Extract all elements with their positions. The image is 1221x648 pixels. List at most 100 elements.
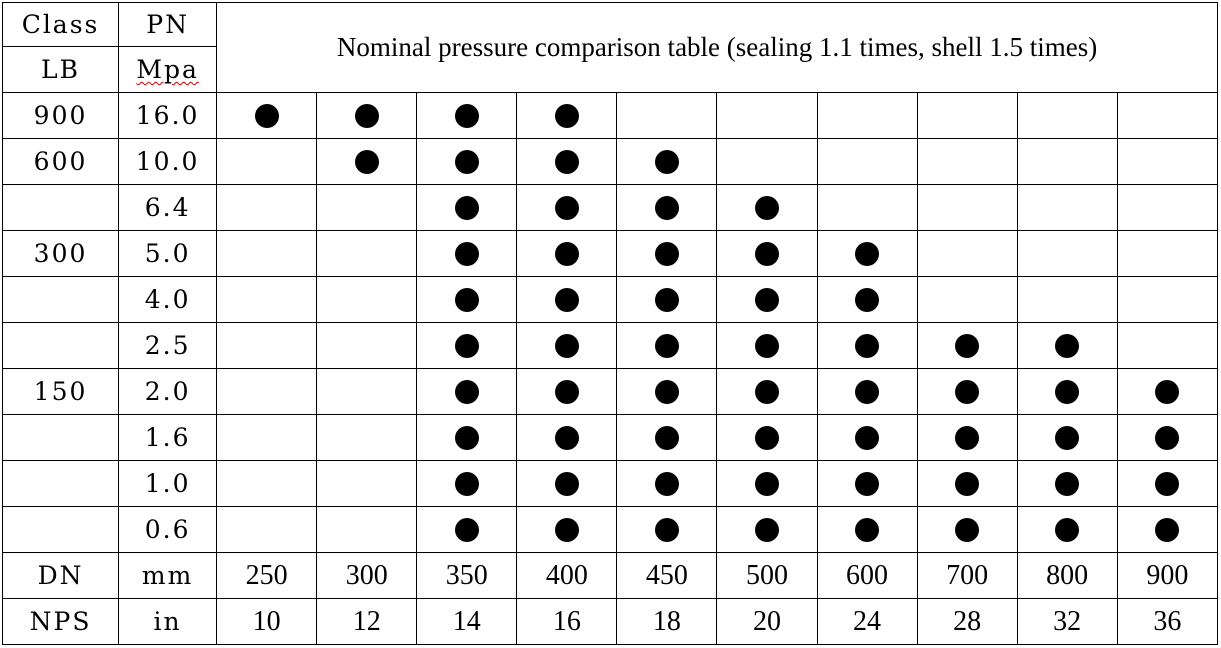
dn-value: 500 [716, 552, 818, 599]
nps-value: 18 [616, 598, 718, 645]
availability-cell [516, 92, 618, 139]
dn-value: 300 [316, 552, 418, 599]
table-row: 600 10.0 [1, 138, 1219, 185]
available-dot-icon [1155, 425, 1180, 450]
availability-cell [1116, 506, 1219, 553]
dn-row: DN mm 250 300 350 400 450 500 600 700 800 900 [1, 552, 1219, 599]
availability-cell [716, 460, 818, 507]
available-dot-icon [754, 379, 779, 404]
availability-cell [416, 276, 518, 323]
dn-unit: mm [118, 552, 218, 599]
pn-mpa-cell: 16.0 [118, 92, 218, 139]
availability-cell [916, 276, 1018, 323]
availability-cell [616, 92, 718, 139]
available-dot-icon [454, 379, 479, 404]
available-dot-icon [955, 333, 980, 358]
available-dot-icon [554, 517, 579, 542]
availability-cell [316, 368, 418, 415]
class-lb-cell [1, 460, 120, 507]
mpa-header: Mpa [118, 46, 218, 93]
availability-cell [516, 414, 618, 461]
dn-value: 800 [1016, 552, 1118, 599]
table-row: 1.6 [1, 414, 1219, 461]
availability-cell [1016, 276, 1118, 323]
availability-cell [916, 184, 1018, 231]
nps-value: 32 [1016, 598, 1118, 645]
availability-cell [1016, 92, 1118, 139]
available-dot-icon [554, 149, 579, 174]
available-dot-icon [654, 195, 679, 220]
availability-cell [816, 138, 918, 185]
available-dot-icon [1055, 471, 1080, 496]
table-row: 4.0 [1, 276, 1219, 323]
availability-cell [816, 230, 918, 277]
availability-cell [916, 368, 1018, 415]
table-row: 6.4 [1, 184, 1219, 231]
available-dot-icon [754, 287, 779, 312]
availability-cell [1116, 322, 1219, 369]
class-lb-cell [1, 184, 120, 231]
availability-cell [1116, 138, 1219, 185]
availability-cell [616, 322, 718, 369]
class-header: Class [1, 2, 120, 47]
dn-value: 600 [816, 552, 918, 599]
available-dot-icon [454, 195, 479, 220]
available-dot-icon [554, 333, 579, 358]
availability-cell [1116, 276, 1219, 323]
lb-header: LB [1, 46, 120, 93]
available-dot-icon [754, 471, 779, 496]
availability-cell [216, 276, 318, 323]
nps-value: 36 [1116, 598, 1219, 645]
nps-value: 28 [916, 598, 1018, 645]
availability-cell [416, 138, 518, 185]
available-dot-icon [554, 287, 579, 312]
availability-cell [916, 138, 1018, 185]
availability-cell [516, 138, 618, 185]
availability-cell [716, 322, 818, 369]
available-dot-icon [654, 241, 679, 266]
class-lb-cell [1, 276, 120, 323]
available-dot-icon [855, 517, 880, 542]
availability-cell [1116, 184, 1219, 231]
available-dot-icon [554, 195, 579, 220]
availability-cell [216, 368, 318, 415]
availability-cell [816, 506, 918, 553]
availability-cell [616, 230, 718, 277]
availability-cell [216, 414, 318, 461]
availability-cell [816, 184, 918, 231]
available-dot-icon [855, 425, 880, 450]
availability-cell [516, 368, 618, 415]
availability-cell [916, 460, 1018, 507]
availability-cell [716, 414, 818, 461]
table-row: 0.6 [1, 506, 1219, 553]
availability-cell [316, 460, 418, 507]
dn-value: 900 [1116, 552, 1219, 599]
dn-value: 700 [916, 552, 1018, 599]
pn-mpa-cell: 1.0 [118, 460, 218, 507]
available-dot-icon [955, 517, 980, 542]
table-row: 300 5.0 [1, 230, 1219, 277]
availability-cell [416, 184, 518, 231]
nps-value: 16 [516, 598, 618, 645]
available-dot-icon [454, 287, 479, 312]
available-dot-icon [554, 103, 579, 128]
available-dot-icon [1055, 425, 1080, 450]
available-dot-icon [1155, 517, 1180, 542]
available-dot-icon [454, 333, 479, 358]
availability-cell [416, 368, 518, 415]
available-dot-icon [654, 287, 679, 312]
table-row: 2.5 [1, 322, 1219, 369]
available-dot-icon [754, 241, 779, 266]
available-dot-icon [1055, 333, 1080, 358]
available-dot-icon [454, 471, 479, 496]
availability-cell [616, 460, 718, 507]
available-dot-icon [654, 471, 679, 496]
availability-cell [916, 92, 1018, 139]
availability-cell [316, 184, 418, 231]
table-row: 900 16.0 [1, 92, 1219, 139]
availability-cell [216, 138, 318, 185]
availability-cell [416, 92, 518, 139]
class-lb-cell: 150 [1, 368, 120, 415]
dn-value: 250 [216, 552, 318, 599]
